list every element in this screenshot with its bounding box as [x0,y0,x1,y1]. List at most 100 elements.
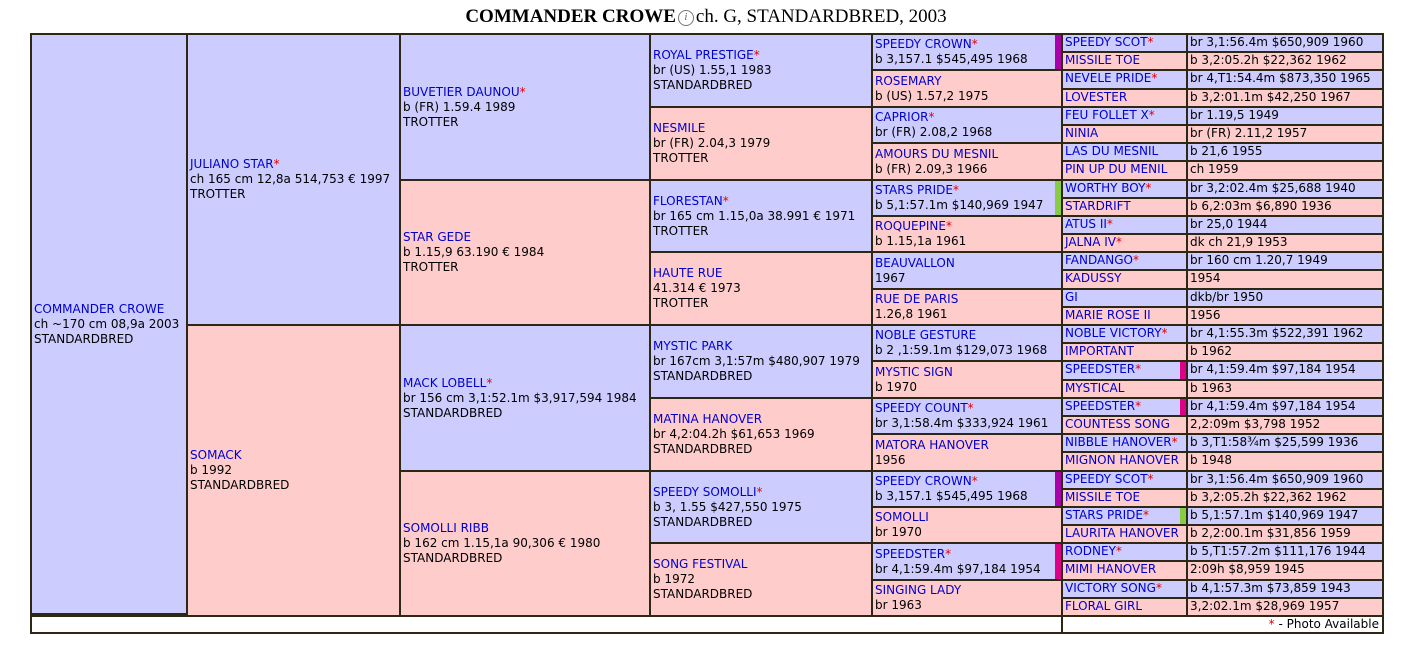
horse-name-link[interactable]: FEU FOLLET X [1065,108,1149,122]
horse-name-link[interactable]: SPEEDY COUNT [875,401,968,415]
horse-name-link[interactable]: BUVETIER DAUNOU [403,84,520,99]
horse-name-link[interactable]: FLORESTAN [653,193,723,208]
horse-name-link[interactable]: MISSILE TOE [1065,490,1141,504]
horse-details: 1967 [875,270,906,285]
horse-name-link[interactable]: SONG FESTIVAL [653,557,748,571]
horse-name-link[interactable]: SPEEDY CROWN [875,474,972,488]
horse-name-link[interactable]: SPEEDY SOMOLLI [653,484,757,499]
horse-cell: COMMANDER CROWE ch ~170 cm 08,9a 2003 STAN… [30,33,188,615]
horse-details: b 162 cm 1.15,1a 90,306 € 1980 [403,536,601,550]
horse-name-link[interactable]: ROYAL PRESTIGE [653,48,754,62]
horse-name-link[interactable]: SOMOLLI [875,510,929,524]
horse-name-link[interactable]: PIN UP DU MENIL [1065,162,1168,176]
horse-name-link[interactable]: MARIE ROSE II [1065,308,1151,322]
horse-details: b 3, 1.55 $427,550 1975 [653,499,802,514]
horse-name-link[interactable]: VICTORY SONG [1065,581,1156,595]
horse-details: ch 165 cm 12,8a 514,753 € 1997 [190,172,391,186]
horse-name-link[interactable]: ATUS II [1065,217,1107,231]
horse-name-link[interactable]: STARS PRIDE [1065,508,1143,522]
horse-name-link[interactable]: AMOURS DU MESNIL [875,146,999,161]
horse-details: b (FR) 1.59.4 1989 [403,99,516,114]
horse-name-link[interactable]: COMMANDER CROWE [34,301,165,316]
horse-name-link[interactable]: FANDANGO [1065,253,1133,267]
horse-details: br (FR) 2.04,3 1979 [653,136,771,150]
horse-info-cell: dk ch 21,9 1953 [1186,233,1384,253]
horse-info-cell: br 4,1:55.3m $522,391 1962 [1186,324,1384,344]
horse-details: b 1.15,9 63.190 € 1984 [403,245,545,259]
horse-name-link[interactable]: JALNA IV [1065,235,1116,249]
horse-name-link[interactable]: NINIA [1065,126,1099,140]
horse-name-link[interactable]: ROQUEPINE [875,219,946,233]
horse-name-link[interactable]: NOBLE VICTORY [1065,326,1162,340]
horse-name-link[interactable]: SOMOLLI RIBB [403,521,489,535]
horse-name-link[interactable]: ROSEMARY [875,73,942,88]
horse-name-link[interactable]: NOBLE GESTURE [875,328,977,342]
horse-name-link[interactable]: SINGING LADY [875,583,962,597]
horse-name-link[interactable]: SPEEDSTER [875,546,946,561]
horse-name-link[interactable]: NEVELE PRIDE [1065,71,1152,85]
footer-blank-cell [30,615,1063,634]
horse-name-link[interactable]: SPEEDSTER [1065,362,1136,376]
horse-name-link[interactable]: STARS PRIDE [875,183,953,197]
horse-name-link[interactable]: LAS DU MESNIL [1065,144,1159,158]
photo-available-star: * [967,401,974,415]
horse-name-link[interactable]: SPEEDY SCOT [1065,472,1148,486]
horse-name-line: SOMOLLI [875,510,1061,525]
page-title: COMMANDER CROWE i ch. G, STANDARDBRED, 200… [0,6,1412,28]
horse-name-link[interactable]: MYSTICAL [1065,381,1125,395]
horse-name-link[interactable]: BEAUVALLON [875,255,955,270]
horse-cell: MIMI HANOVER [1061,560,1188,581]
horse-name-line: ROYAL PRESTIGE* [653,48,871,63]
horse-info-cell: br (FR) 2.11,2 1957 [1186,124,1384,144]
horse-name-link[interactable]: WORTHY BOY [1065,181,1146,195]
horse-name-link[interactable]: GI [1065,290,1078,304]
horse-name-link[interactable]: MATINA HANOVER [653,412,763,426]
horse-name-link[interactable]: LOVESTER [1065,90,1128,104]
horse-name-link[interactable]: MISSILE TOE [1065,53,1141,67]
horse-name-link[interactable]: SPEEDY CROWN [875,37,972,51]
horse-name-link[interactable]: COUNTESS SONG [1065,417,1170,431]
horse-name-link[interactable]: STAR GEDE [403,230,472,244]
horse-name-line: SINGING LADY [875,583,1061,598]
horse-name-link[interactable]: CAPRIOR [875,110,929,124]
horse-name-link[interactable]: MIGNON HANOVER [1065,453,1179,467]
horse-name-link[interactable]: MYSTIC PARK [653,339,733,353]
horse-name-line: MACK LOBELL* [403,376,649,391]
horse-name-link[interactable]: STARDRIFT [1065,199,1131,213]
horse-name-line: SOMOLLI RIBB [403,521,649,536]
horse-name-link[interactable]: NESMILE [653,121,706,135]
horse-name-link[interactable]: LAURITA HANOVER [1065,526,1179,540]
horse-name-link[interactable]: IMPORTANT [1065,344,1134,358]
horse-name-link[interactable]: KADUSSY [1065,271,1122,285]
horse-cell: MYSTICAL [1061,379,1188,399]
horse-cell: VICTORY SONG* [1061,579,1188,599]
horse-name-link[interactable]: RODNEY [1065,544,1116,558]
horse-name-link[interactable]: RUE DE PARIS [875,292,959,306]
horse-info-cell: b 3,2:01.1m $42,250 1967 [1186,88,1384,108]
horse-info-cell: b 21,6 1955 [1186,142,1384,162]
horse-cell: COUNTESS SONG [1061,415,1188,435]
horse-name-link[interactable]: MIMI HANOVER [1065,562,1157,576]
horse-name-line: BUVETIER DAUNOU* [403,85,649,100]
horse-breed: STANDARDBRED [653,78,753,92]
horse-name-link[interactable]: SPEEDY SCOT [1065,35,1148,49]
horse-name-link[interactable]: MATORA HANOVER [875,437,989,452]
horse-name-line: SOMACK [190,448,399,463]
legend-star: * [1268,617,1275,631]
horse-name-line: BEAUVALLON [875,256,1061,271]
horse-name-link[interactable]: HAUTE RUE [653,266,723,280]
photo-available-star: * [519,84,526,99]
horse-breed: TROTTER [190,187,246,201]
horse-name-link[interactable]: NIBBLE HANOVER [1065,435,1172,449]
horse-name-link[interactable]: SPEEDSTER [1065,399,1136,413]
horse-name-link[interactable]: MACK LOBELL [403,375,487,390]
photo-available-star: * [1161,326,1168,340]
horse-name-link[interactable]: SOMACK [190,448,242,462]
horse-name-line: FLORESTAN* [653,194,871,209]
horse-details: br 1970 [875,525,922,539]
horse-name-link[interactable]: JULIANO STAR [190,157,274,171]
horse-name-link[interactable]: FLORAL GIRL [1065,599,1143,613]
info-icon[interactable]: i [677,10,694,26]
horse-details: 41.314 € 1973 [653,281,741,295]
horse-name-link[interactable]: MYSTIC SIGN [875,364,953,379]
